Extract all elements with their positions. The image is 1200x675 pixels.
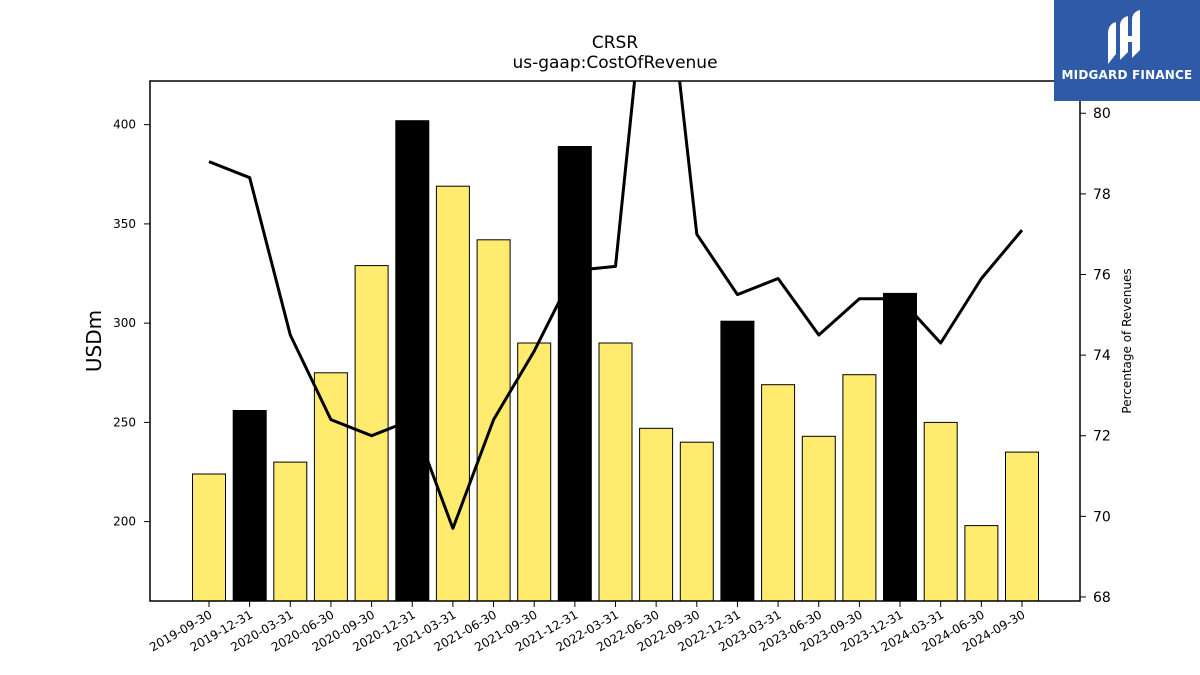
bar-2022-03-31 [598,342,633,602]
y2-tick-label: 70 [1093,509,1111,525]
bar-2019-09-30 [192,473,226,602]
bar-2019-12-31 [232,410,267,602]
logo-text: MIDGARD FINANCE [1061,68,1193,82]
chart-title: CRSR [592,33,638,53]
bar-2022-09-30 [679,441,714,602]
y-axis-left: 200 250 300 350 400 [113,118,150,529]
bar-2021-12-31 [557,146,592,602]
y2-tick-label: 78 [1093,187,1111,203]
y-axis-label: USDm [82,310,106,372]
bar-2023-06-30 [801,435,836,602]
y2-tick-label: 72 [1093,429,1111,445]
x-axis: 2019-09-302019-12-312020-03-312020-06-30… [147,601,1028,654]
midgard-logo-icon [1108,10,1140,64]
bar-2024-03-31 [923,421,958,602]
bar-group [192,120,1039,602]
bar-2020-03-31 [273,461,308,602]
bar-2020-09-30 [354,265,389,602]
y-tick-label: 400 [113,118,136,132]
bar-2021-03-31 [435,185,470,602]
chart-subtitle: us-gaap:CostOfRevenue [512,53,717,73]
y2-axis-label: Percentage of Revenues [1120,268,1134,413]
y-tick-label: 300 [113,316,136,330]
brand-logo: MIDGARD FINANCE [1054,0,1200,101]
bar-2023-12-31 [883,292,917,602]
y2-tick-label: 68 [1093,590,1111,606]
y2-tick-label: 76 [1093,267,1111,283]
bar-2022-12-31 [720,320,755,602]
y-axis-right: 68 70 72 74 76 78 80 [1080,106,1111,606]
y-tick-label: 350 [113,217,136,231]
y2-tick-label: 80 [1093,106,1111,122]
percentage-line [208,81,1024,530]
bar-2024-09-30 [1005,451,1039,602]
bar-2021-09-30 [517,342,552,602]
bar-2022-06-30 [639,427,674,602]
bar-2023-09-30 [842,374,877,602]
line-group [208,81,1024,530]
bar-2024-06-30 [964,525,999,602]
y2-tick-label: 74 [1093,348,1111,364]
y-tick-label: 250 [113,415,136,429]
bar-2020-06-30 [313,372,348,602]
bar-2020-12-31 [395,120,430,602]
y-tick-label: 200 [113,515,136,529]
bar-2023-03-31 [761,384,796,602]
